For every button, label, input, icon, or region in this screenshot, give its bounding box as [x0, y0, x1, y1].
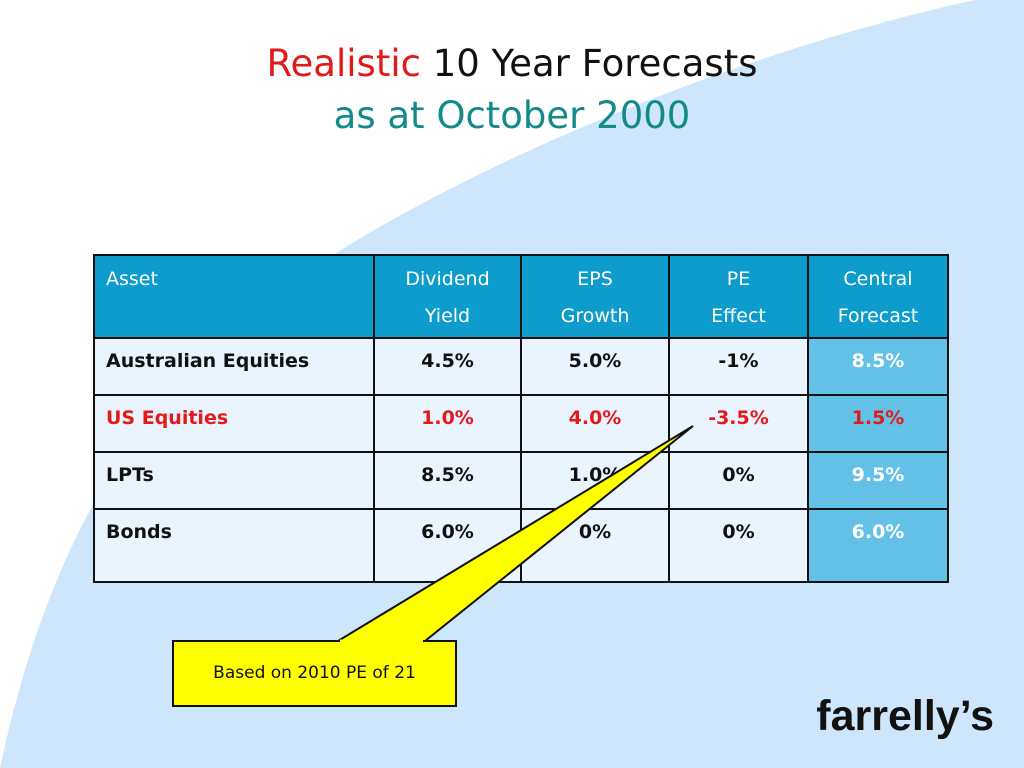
cell-asset: Australian Equities [93, 337, 375, 396]
header-asset: Asset [93, 254, 375, 339]
table-row: US Equities 1.0% 4.0% -3.5% 1.5% [93, 394, 949, 453]
cell-asset: LPTs [93, 451, 375, 510]
slide-title: Realistic 10 Year Forecasts [0, 42, 1024, 86]
header-central-forecast: Central Forecast [807, 254, 949, 339]
slide-subtitle: as at October 2000 [333, 94, 691, 137]
cell-central-forecast: 8.5% [807, 337, 949, 396]
table-row: LPTs 8.5% 1.0% 0% 9.5% [93, 451, 949, 510]
callout-box: Based on 2010 PE of 21 [213, 663, 416, 683]
cell-asset: US Equities [93, 394, 375, 453]
title-rest: 10 Year Forecasts [420, 42, 758, 85]
cell-central-forecast: 9.5% [807, 451, 949, 510]
title-highlight: Realistic [266, 42, 421, 85]
cell-dividend-yield: 1.0% [373, 394, 522, 453]
cell-pe-effect: 0% [668, 508, 809, 583]
forecast-table: Asset Dividend Yield EPS Growth PE Effect C… [93, 254, 949, 583]
cell-dividend-yield: 8.5% [373, 451, 522, 510]
header-dividend-yield: Dividend Yield [373, 254, 522, 339]
table-header-row: Asset Dividend Yield EPS Growth PE Effect C… [93, 254, 949, 339]
cell-pe-effect: -3.5% [668, 394, 809, 453]
cell-eps-growth: 4.0% [520, 394, 670, 453]
cell-dividend-yield: 6.0% [373, 508, 522, 583]
cell-eps-growth: 5.0% [520, 337, 670, 396]
company-logo: farrelly’s [816, 692, 994, 740]
cell-pe-effect: 0% [668, 451, 809, 510]
cell-central-forecast: 6.0% [807, 508, 949, 583]
table-row: Bonds 6.0% 0% 0% 6.0% [93, 508, 949, 583]
cell-pe-effect: -1% [668, 337, 809, 396]
cell-eps-growth: 0% [520, 508, 670, 583]
cell-asset: Bonds [93, 508, 375, 583]
cell-dividend-yield: 4.5% [373, 337, 522, 396]
cell-central-forecast: 1.5% [807, 394, 949, 453]
header-pe-effect: PE Effect [668, 254, 809, 339]
cell-eps-growth: 1.0% [520, 451, 670, 510]
header-eps-growth: EPS Growth [520, 254, 670, 339]
table-row: Australian Equities 4.5% 5.0% -1% 8.5% [93, 337, 949, 396]
